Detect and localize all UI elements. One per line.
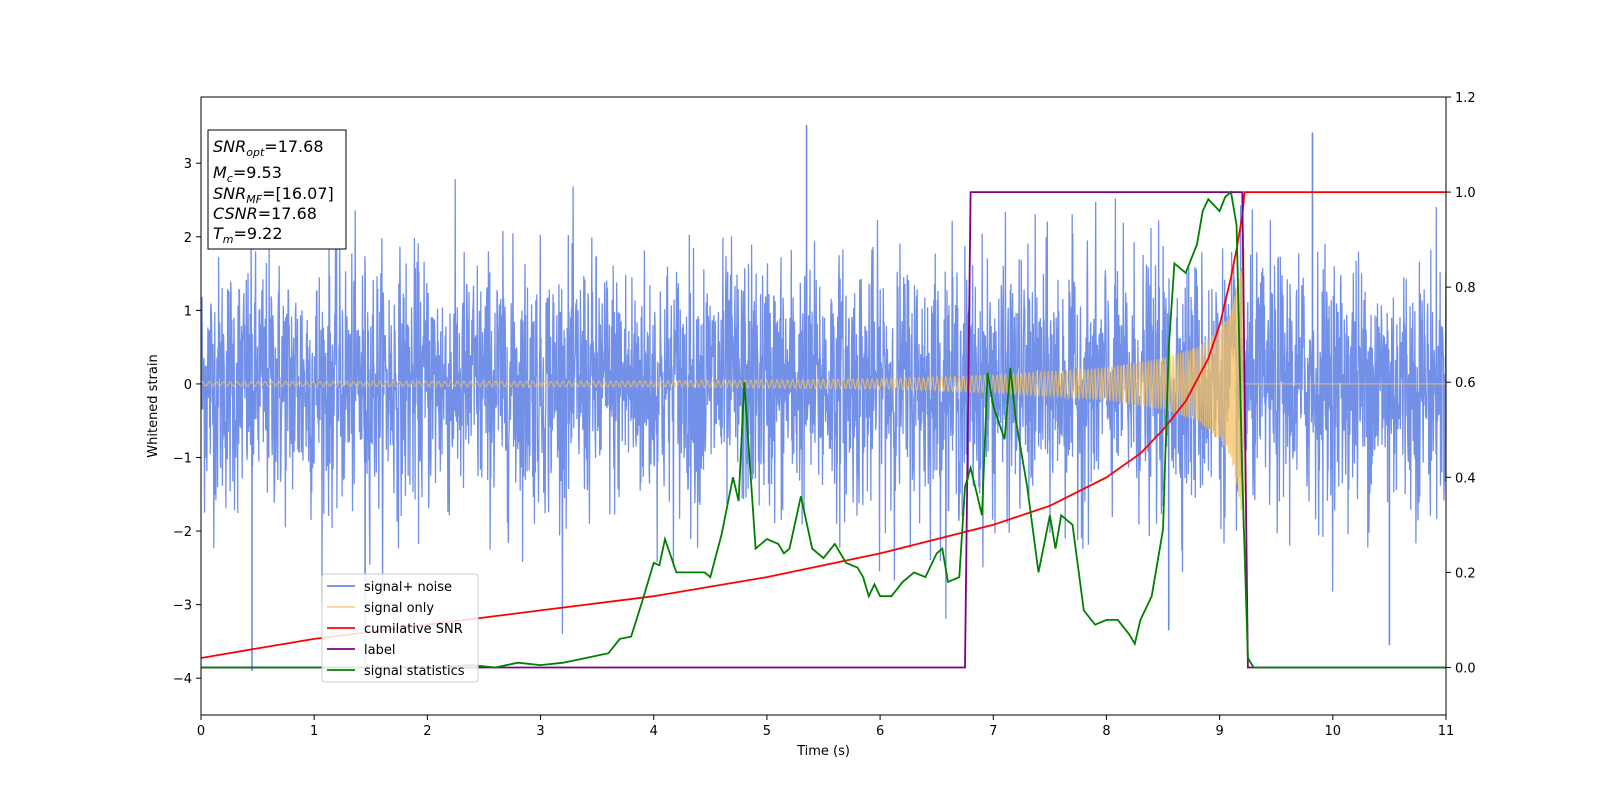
- legend: signal+ noise signal only cumilative SNR la…: [321, 573, 479, 683]
- x-tick-label: 3: [536, 724, 544, 739]
- y-right-tick-label: 0.0: [1455, 661, 1476, 676]
- series-layer: [201, 124, 1446, 671]
- y-right-tick-label: 1.0: [1455, 186, 1476, 201]
- legend-frame: [321, 573, 479, 683]
- info-csnr: CSNR=17.68: [213, 204, 317, 223]
- info-tm: Tm=9.22: [213, 224, 283, 246]
- legend-label: cumilative SNR: [364, 622, 463, 637]
- x-tick-label: 11: [1438, 724, 1455, 739]
- x-tick-label: 9: [1215, 724, 1223, 739]
- x-tick-label: 4: [650, 724, 658, 739]
- legend-label: signal+ noise: [364, 580, 452, 595]
- y-left-tick-label: −1: [173, 452, 192, 467]
- info-mc: Mc=9.53: [213, 163, 282, 185]
- y-left-tick-label: 0: [184, 378, 192, 393]
- plot-area: [201, 124, 1446, 671]
- y-left-tick-label: 2: [184, 231, 192, 246]
- ticks-layer: 0 1 2 3 4 5 6 7 8 9 10 11 −4 −3 −2 −1 0 1 2 3 0.0 0.2 0.4 0.6 0.…: [173, 91, 1476, 739]
- x-tick-label: 2: [423, 724, 431, 739]
- info-csnr-symbol: CSNR: [213, 204, 258, 223]
- info-csnr-value: =17.68: [258, 204, 317, 223]
- x-tick-label: 6: [876, 724, 884, 739]
- legend-label: signal statistics: [364, 664, 465, 679]
- y-axis-label: Whitened strain: [146, 354, 161, 457]
- legend-label: signal only: [364, 601, 434, 616]
- y-left-tick-label: 1: [184, 304, 192, 319]
- y-left-tick-label: −2: [173, 525, 192, 540]
- y-right-tick-label: 0.6: [1455, 376, 1476, 391]
- info-mc-symbol: M: [213, 163, 227, 182]
- info-box: SNRopt=17.68 Mc=9.53 SNRMF=[16.07] CSNR=…: [207, 129, 347, 250]
- info-mc-sub: c: [227, 172, 233, 185]
- y-right-tick-label: 0.8: [1455, 281, 1476, 296]
- x-axis-label: Time (s): [796, 744, 850, 759]
- x-tick-label: 8: [1102, 724, 1110, 739]
- x-tick-label: 0: [197, 724, 205, 739]
- x-tick-label: 5: [763, 724, 771, 739]
- info-tm-symbol: T: [213, 224, 224, 243]
- cumilative-snr-line: [201, 191, 1446, 659]
- legend-label: label: [364, 643, 395, 658]
- x-tick-label: 7: [989, 724, 997, 739]
- y-left-tick-label: −4: [173, 672, 192, 687]
- plot-frame: [200, 96, 1447, 716]
- y-right-tick-label: 0.4: [1455, 471, 1476, 486]
- info-snr-mf-sub: MF: [246, 193, 262, 206]
- info-snr-opt-sub: opt: [246, 146, 265, 159]
- info-snr-mf-symbol: SNR: [213, 184, 246, 203]
- info-tm-sub: m: [223, 233, 234, 246]
- info-mc-value: =9.53: [233, 163, 282, 182]
- info-snr-opt: SNRopt=17.68: [213, 137, 324, 159]
- info-snr-mf: SNRMF=[16.07]: [213, 184, 334, 206]
- x-tick-label: 10: [1325, 724, 1342, 739]
- info-tm-value: =9.22: [234, 224, 283, 243]
- info-snr-opt-value: =17.68: [264, 137, 323, 156]
- y-left-tick-label: −3: [173, 599, 192, 614]
- y-right-tick-label: 0.2: [1455, 566, 1476, 581]
- info-snr-mf-value: =[16.07]: [262, 184, 334, 203]
- info-box-frame: [207, 129, 347, 250]
- y-right-tick-label: 1.2: [1455, 91, 1476, 106]
- y-left-tick-label: 3: [184, 157, 192, 172]
- signal-statistics-line: [201, 190, 1446, 669]
- info-snr-opt-symbol: SNR: [213, 137, 246, 156]
- x-tick-label: 1: [310, 724, 318, 739]
